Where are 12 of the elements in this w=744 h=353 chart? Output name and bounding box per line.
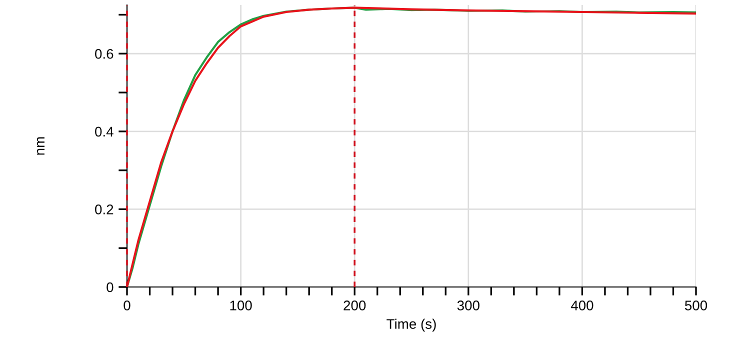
- x-tick-label: 400: [570, 300, 594, 310]
- x-tick-label: 500: [684, 300, 708, 310]
- x-axis-title: Time (s): [386, 318, 436, 332]
- x-tick-label: 0: [124, 300, 130, 310]
- y-tick-label: 0.4: [95, 126, 114, 137]
- x-tick-label: 300: [457, 300, 480, 310]
- y-axis-title: nm: [36, 137, 44, 155]
- y-tick-label: 0.6: [95, 48, 114, 59]
- y-tick-label: 0.2: [95, 204, 114, 214]
- y-tick-label: 0: [106, 282, 114, 292]
- x-tick-label: 100: [230, 300, 252, 310]
- x-tick-label: 200: [344, 300, 366, 310]
